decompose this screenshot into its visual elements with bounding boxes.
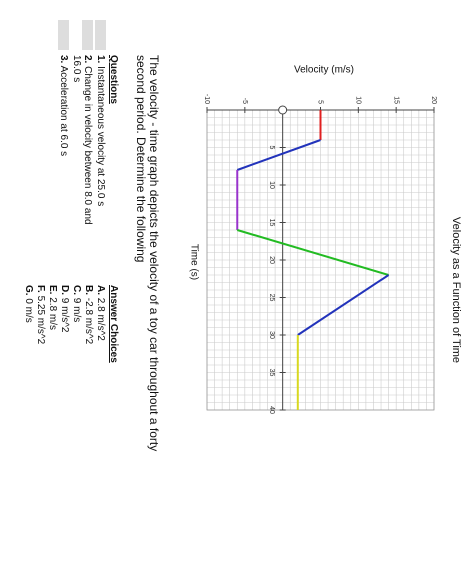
origin-marker — [278, 105, 288, 115]
x-tick-label: 10 — [268, 181, 275, 189]
item-text: 5.25 m/s^2 — [35, 295, 46, 345]
answer-input[interactable] — [95, 20, 106, 50]
item-text: Acceleration at 6.0 s — [58, 65, 69, 157]
item-label: 1. — [95, 55, 106, 64]
answers-header: Answer Choices — [108, 285, 119, 363]
item-label: C. — [71, 285, 82, 295]
item-label: A. — [95, 285, 106, 295]
y-tick-label: 5 — [317, 100, 324, 104]
y-tick-label: -5 — [241, 98, 248, 104]
y-tick-label: 15 — [392, 96, 399, 104]
answer-choice: A. 2.8 m/s^2 — [95, 285, 106, 435]
question: 3. Acceleration at 6.0 s — [58, 55, 69, 230]
item-text: 9 m/s^2 — [59, 297, 70, 333]
minor-grid — [206, 109, 435, 411]
y-axis-label: Velocity (m/s) — [294, 65, 354, 76]
item-text: 2.8 m/s — [47, 297, 58, 331]
item-label: D. — [59, 285, 70, 295]
item-text: 9 m/s — [71, 297, 82, 323]
questions-header: Questions — [108, 55, 119, 104]
x-tick-label: 25 — [268, 294, 275, 302]
question: 2. Change in velocity between 8.0 and 16… — [71, 55, 93, 230]
answer-input[interactable] — [58, 20, 69, 50]
y-tick-label: 10 — [354, 96, 361, 104]
x-tick-label: 20 — [268, 256, 275, 264]
item-label: G. — [23, 285, 34, 296]
x-tick-label: 5 — [268, 146, 275, 150]
item-text: 2.8 m/s^2 — [95, 297, 106, 341]
item-text: -2.8 m/s^2 — [83, 297, 94, 345]
x-tick-label: 40 — [268, 406, 275, 414]
x-tick-label: 35 — [268, 369, 275, 377]
answer-choice: G. 0 m/s — [23, 285, 34, 435]
line-segment — [236, 229, 389, 276]
answer-choice: B. -2.8 m/s^2 — [83, 285, 94, 435]
chart-title: Velocity as a Function of Time — [450, 217, 462, 363]
answer-choice: F. 5.25 m/s^2 — [35, 285, 46, 435]
answer-choice: D. 9 m/s^2 — [59, 285, 70, 435]
item-label: 3. — [58, 55, 69, 64]
item-text: Change in velocity between 8.0 and 16.0 … — [71, 55, 93, 225]
prompt: The velocity - time graph depicts the ve… — [134, 55, 161, 452]
answer-choice: C. 9 m/s — [71, 285, 82, 435]
y-tick-label: -10 — [203, 94, 210, 104]
x-tick-label: 15 — [268, 219, 275, 227]
answer-choice: E. 2.8 m/s — [47, 285, 58, 435]
answer-input[interactable] — [82, 20, 93, 50]
x-axis-label: Time (s) — [188, 244, 199, 280]
y-tick-label: 20 — [430, 96, 437, 104]
chart: Velocity as a Function of Time Velocity … — [188, 65, 462, 414]
question: 1. Instantaneous velocity at 25.0 s — [95, 55, 106, 230]
item-label: E. — [47, 285, 58, 295]
item-label: F. — [35, 285, 46, 293]
item-text: 0 m/s — [23, 298, 34, 323]
x-tick-label: 30 — [268, 331, 275, 339]
item-text: Instantaneous velocity at 25.0 s — [95, 66, 106, 207]
item-label: 2. — [82, 55, 93, 64]
item-label: B. — [83, 285, 94, 295]
line-segment — [236, 139, 321, 171]
line-segment — [297, 274, 390, 336]
